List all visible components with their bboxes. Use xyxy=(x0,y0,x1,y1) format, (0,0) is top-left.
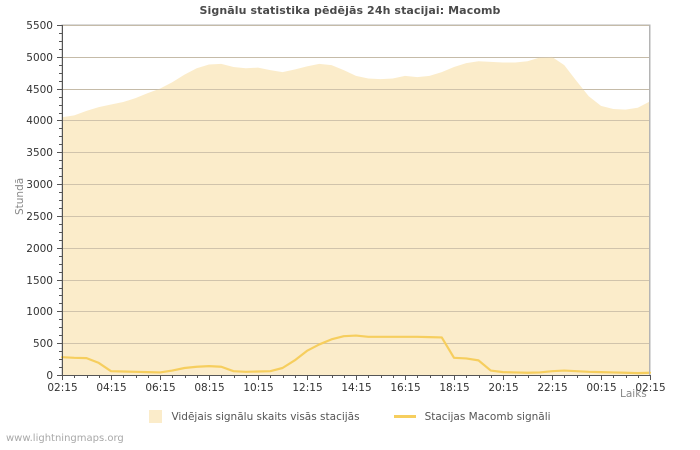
svg-text:4500: 4500 xyxy=(26,84,53,96)
svg-text:1500: 1500 xyxy=(26,275,53,287)
svg-text:3000: 3000 xyxy=(26,179,53,191)
legend-area-swatch-icon xyxy=(149,410,163,423)
svg-text:12:15: 12:15 xyxy=(292,382,322,394)
svg-text:08:15: 08:15 xyxy=(194,382,224,394)
chart-title: Signālu statistika pēdējās 24h stacijai:… xyxy=(199,4,501,17)
svg-text:500: 500 xyxy=(33,338,53,350)
svg-text:04:15: 04:15 xyxy=(96,382,126,394)
svg-text:1000: 1000 xyxy=(26,306,53,318)
svg-text:3500: 3500 xyxy=(26,147,53,159)
svg-text:18:15: 18:15 xyxy=(439,382,469,394)
svg-text:5500: 5500 xyxy=(26,20,53,32)
svg-text:4000: 4000 xyxy=(26,115,53,127)
legend-label-average: Vidējais signālu skaits visās stacijās xyxy=(171,410,360,423)
svg-text:2000: 2000 xyxy=(26,243,53,255)
svg-text:06:15: 06:15 xyxy=(145,382,175,394)
svg-text:00:15: 00:15 xyxy=(586,382,616,394)
svg-text:10:15: 10:15 xyxy=(243,382,273,394)
legend-item-average: Vidējais signālu skaits visās stacijās xyxy=(149,410,360,423)
svg-text:14:15: 14:15 xyxy=(341,382,371,394)
svg-text:20:15: 20:15 xyxy=(488,382,518,394)
svg-text:02:15: 02:15 xyxy=(47,382,77,394)
svg-text:0: 0 xyxy=(46,370,53,382)
chart-legend: Vidējais signālu skaits visās stacijās S… xyxy=(0,410,700,423)
legend-item-station: Stacijas Macomb signāli xyxy=(393,410,551,423)
x-axis-label: Laiks xyxy=(620,388,647,400)
svg-text:02:15: 02:15 xyxy=(635,382,665,394)
legend-line-swatch-icon xyxy=(393,415,416,418)
legend-label-station: Stacijas Macomb signāli xyxy=(424,410,551,423)
svg-text:2500: 2500 xyxy=(26,211,53,223)
svg-text:22:15: 22:15 xyxy=(537,382,567,394)
svg-text:16:15: 16:15 xyxy=(390,382,420,394)
watermark: www.lightningmaps.org xyxy=(6,433,124,444)
svg-text:5000: 5000 xyxy=(26,52,53,64)
